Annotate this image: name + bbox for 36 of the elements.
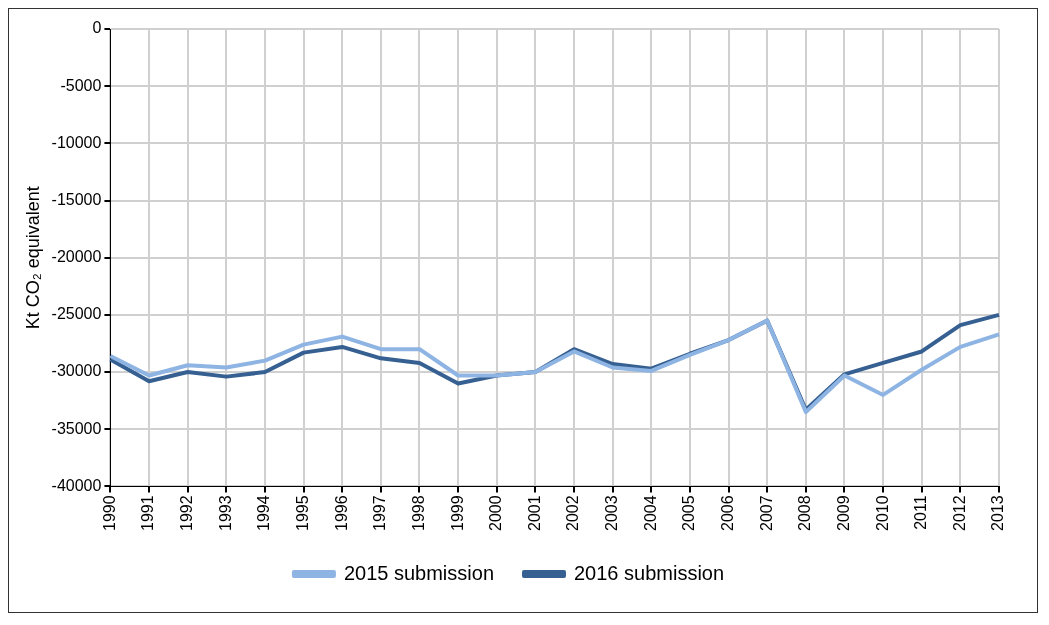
x-tick-label: 1994	[255, 495, 273, 531]
x-tick-label: 2009	[834, 495, 852, 531]
x-tick-label: 2012	[950, 495, 968, 531]
x-tick-label: 2013	[989, 495, 1007, 531]
legend-label: 2015 submission	[343, 561, 495, 584]
x-tick-label: 1997	[371, 495, 389, 531]
y-tick-label: 0	[92, 19, 102, 37]
x-tick-label: 1999	[448, 495, 466, 531]
x-tick-label: 1998	[409, 495, 427, 531]
x-tick-label: 2007	[757, 495, 775, 531]
x-tick-label: 2000	[487, 495, 505, 531]
x-tick-label: 1995	[294, 495, 311, 531]
x-tick-label: 1990	[100, 495, 118, 531]
x-tick-label: 2001	[525, 495, 543, 531]
y-tick-label: -40000	[51, 476, 102, 494]
x-tick-label: 1993	[216, 495, 234, 531]
x-tick-label: 2006	[718, 495, 736, 531]
y-tick-label: -35000	[51, 419, 102, 437]
x-tick-label: 2002	[564, 495, 582, 531]
x-tick-label: 2005	[680, 495, 698, 531]
x-tick-label: 1991	[139, 495, 157, 531]
y-axis-title: Kt CO₂ equivalent	[22, 186, 43, 330]
y-tick-label: -30000	[51, 362, 102, 380]
x-tick-label: 1996	[332, 495, 350, 531]
y-tick-label: -25000	[51, 305, 102, 323]
x-tick-label: 2011	[912, 495, 930, 530]
x-tick-label: 2010	[873, 495, 891, 531]
y-tick-label: -5000	[60, 76, 102, 94]
x-tick-label: 2004	[641, 495, 659, 531]
y-tick-label: -15000	[51, 190, 102, 208]
x-tick-label: 1992	[178, 495, 196, 531]
x-tick-label: 2003	[603, 495, 621, 531]
legend-label: 2016 submission	[574, 561, 725, 584]
y-tick-label: -20000	[51, 248, 102, 266]
y-tick-label: -10000	[51, 133, 102, 151]
x-tick-label: 2008	[796, 495, 814, 531]
